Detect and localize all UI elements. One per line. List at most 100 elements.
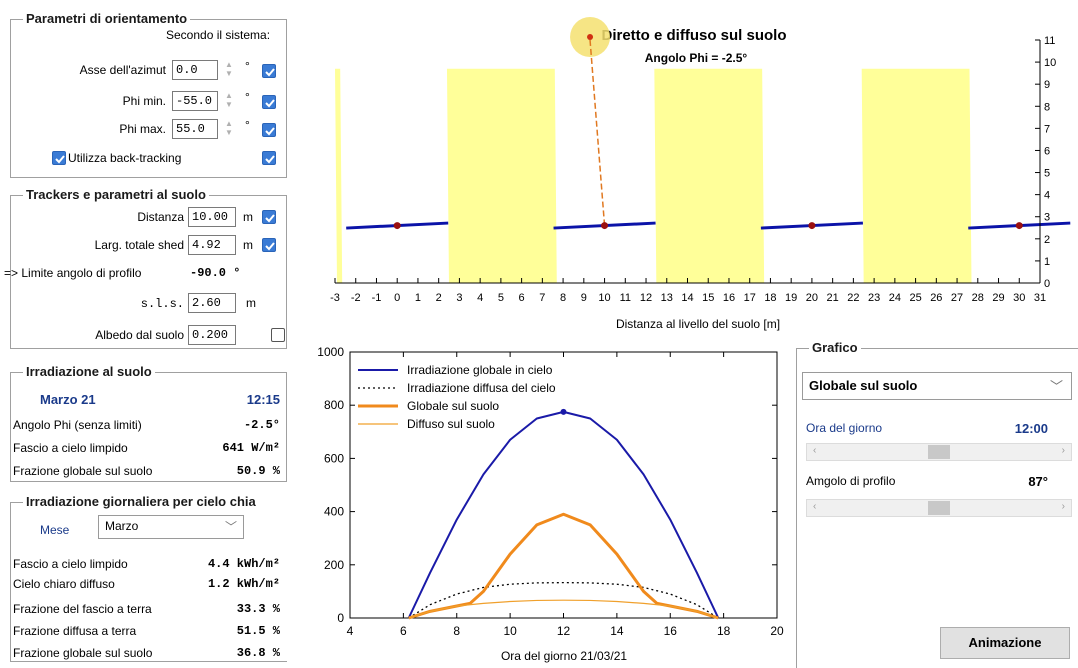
profile-limit-label: => Limite angolo di profilo bbox=[4, 266, 142, 280]
tracker-pivot bbox=[601, 222, 609, 230]
distance-unit: m bbox=[243, 210, 253, 224]
top-x-tick-label: 27 bbox=[951, 292, 963, 304]
daily-beam-value: 4.4 kWh/m² bbox=[207, 557, 280, 571]
x-tick-label: 14 bbox=[610, 624, 624, 638]
top-x-tick-label: 29 bbox=[992, 292, 1004, 304]
global-fraction-value: 50.9 % bbox=[236, 464, 280, 478]
top-x-tick-label: 6 bbox=[519, 292, 525, 304]
distance-input[interactable]: 10.00 bbox=[188, 207, 236, 227]
clear-beam-label: Fascio a cielo limpido bbox=[13, 441, 128, 455]
profile-slider[interactable]: ‹ › bbox=[806, 499, 1072, 517]
global-fraction-label: Frazione globale sul suolo bbox=[13, 464, 153, 478]
top-x-tick-label: 21 bbox=[827, 292, 839, 304]
y-tick-label: 800 bbox=[324, 398, 344, 412]
scroll-left-icon[interactable]: ‹ bbox=[813, 445, 817, 456]
x-tick-label: 6 bbox=[400, 624, 407, 638]
phi-max-checkbox[interactable] bbox=[262, 123, 276, 137]
clear-beam-value: 641 W/m² bbox=[222, 441, 280, 455]
trackers-params-title: Trackers e parametri al suolo bbox=[23, 187, 209, 202]
shed-width-label: Larg. totale shed bbox=[94, 238, 184, 252]
top-x-tick-label: 19 bbox=[785, 292, 797, 304]
top-y-tick-label: 10 bbox=[1044, 57, 1056, 69]
shed-width-unit: m bbox=[243, 238, 253, 252]
daily-irradiation-title: Irradiazione giornaliera per cielo chia bbox=[23, 494, 287, 509]
top-y-tick-label: 6 bbox=[1044, 145, 1050, 157]
top-x-tick-label: 26 bbox=[930, 292, 942, 304]
top-x-tick-label: 4 bbox=[477, 292, 483, 304]
backtracking-checkbox[interactable] bbox=[52, 151, 66, 165]
beam-fraction-label: Frazione del fascio a terra bbox=[13, 602, 152, 616]
x-tick-label: 18 bbox=[717, 624, 731, 638]
backtracking-system-checkbox[interactable] bbox=[262, 151, 276, 165]
profile-slider-thumb[interactable] bbox=[928, 501, 950, 515]
phi-max-spinner[interactable]: ▲ ▼ bbox=[225, 119, 233, 137]
top-chart-title: Diretto e diffuso sul suolo bbox=[601, 27, 786, 44]
y-tick-label: 200 bbox=[324, 558, 344, 572]
sls-input[interactable]: 2.60 bbox=[188, 293, 236, 313]
top-x-tick-label: -2 bbox=[351, 292, 361, 304]
hour-slider-thumb[interactable] bbox=[928, 445, 950, 459]
diffuse-fraction-value: 51.5 % bbox=[236, 624, 280, 638]
scroll-left-icon[interactable]: ‹ bbox=[813, 501, 817, 512]
animation-button[interactable]: Animazione bbox=[940, 627, 1070, 659]
top-x-tick-label: 23 bbox=[868, 292, 880, 304]
daily-diffuse-value: 1.2 kWh/m² bbox=[207, 577, 280, 591]
top-x-tick-label: 0 bbox=[394, 292, 400, 304]
top-x-tick-label: 17 bbox=[744, 292, 756, 304]
top-x-tick-label: 16 bbox=[723, 292, 735, 304]
legend-label: Globale sul suolo bbox=[407, 399, 499, 413]
top-y-tick-label: 3 bbox=[1044, 212, 1050, 224]
backtracking-label[interactable]: Utilizza back-tracking bbox=[68, 151, 182, 165]
top-x-tick-label: 22 bbox=[847, 292, 859, 304]
phi-min-spinner[interactable]: ▲ ▼ bbox=[225, 91, 233, 109]
albedo-input[interactable]: 0.200 bbox=[188, 325, 236, 345]
profile-angle-value: 87° bbox=[1028, 474, 1048, 489]
daily-irradiation-group: Irradiazione giornaliera per cielo chia bbox=[10, 494, 287, 662]
hour-slider[interactable]: ‹ › bbox=[806, 443, 1072, 461]
month-label: Mese bbox=[40, 523, 70, 537]
scroll-right-icon[interactable]: › bbox=[1061, 501, 1065, 512]
shed-width-input[interactable]: 4.92 bbox=[188, 235, 236, 255]
azimuth-label: Asse dell'azimut bbox=[79, 63, 166, 77]
phi-max-input[interactable]: 55.0 bbox=[172, 119, 218, 139]
bottom-chart-xlabel: Ora del giorno 21/03/21 bbox=[501, 649, 627, 663]
sun-point bbox=[587, 34, 594, 40]
top-x-tick-label: 8 bbox=[560, 292, 566, 304]
top-x-tick-label: 28 bbox=[972, 292, 984, 304]
x-tick-label: 10 bbox=[503, 624, 517, 638]
shed-width-checkbox[interactable] bbox=[262, 238, 276, 252]
legend-label: Irradiazione globale in cielo bbox=[407, 363, 553, 377]
chart-type-select-value: Globale sul suolo bbox=[809, 378, 918, 393]
series-line-2 bbox=[408, 581, 719, 619]
azimuth-spinner[interactable]: ▲ ▼ bbox=[225, 60, 233, 78]
top-x-tick-label: 3 bbox=[456, 292, 462, 304]
azimuth-checkbox[interactable] bbox=[262, 64, 276, 78]
top-chart-phi-text: Angolo Phi = -2.5° bbox=[645, 51, 748, 65]
system-label: Secondo il sistema: bbox=[166, 28, 271, 42]
phi-angle-value: -2.5° bbox=[243, 418, 280, 432]
phi-min-input[interactable]: -55.0 bbox=[172, 91, 218, 111]
top-x-tick-label: 9 bbox=[581, 292, 587, 304]
x-tick-label: 16 bbox=[664, 624, 678, 638]
month-select[interactable]: Marzo ﹀ bbox=[98, 515, 244, 539]
scroll-right-icon[interactable]: › bbox=[1061, 445, 1065, 456]
top-x-tick-label: 30 bbox=[1013, 292, 1025, 304]
legend-label: Diffuso sul suolo bbox=[407, 417, 495, 431]
azimuth-input[interactable]: 0.0 bbox=[172, 60, 218, 80]
top-x-tick-label: 11 bbox=[620, 292, 631, 304]
top-x-tick-label: -3 bbox=[330, 292, 340, 304]
phi-min-checkbox[interactable] bbox=[262, 95, 276, 109]
distance-checkbox[interactable] bbox=[262, 210, 276, 224]
top-y-tick-label: 1 bbox=[1044, 256, 1050, 268]
azimuth-degree-unit: ° bbox=[245, 59, 250, 73]
albedo-checkbox[interactable] bbox=[271, 328, 285, 342]
daily-global-fraction-label: Frazione globale sul suolo bbox=[13, 646, 153, 660]
albedo-label: Albedo dal suolo bbox=[95, 328, 184, 342]
sls-unit: m bbox=[246, 296, 256, 310]
hour-value: 12:00 bbox=[1014, 421, 1048, 436]
distance-label: Distanza bbox=[137, 210, 184, 224]
chart-type-select[interactable]: Globale sul suolo ﹀ bbox=[802, 372, 1072, 400]
chevron-down-icon: ﹀ bbox=[224, 520, 237, 534]
irradiation-time: 12:15 bbox=[246, 392, 280, 407]
top-y-tick-label: 0 bbox=[1044, 278, 1050, 290]
